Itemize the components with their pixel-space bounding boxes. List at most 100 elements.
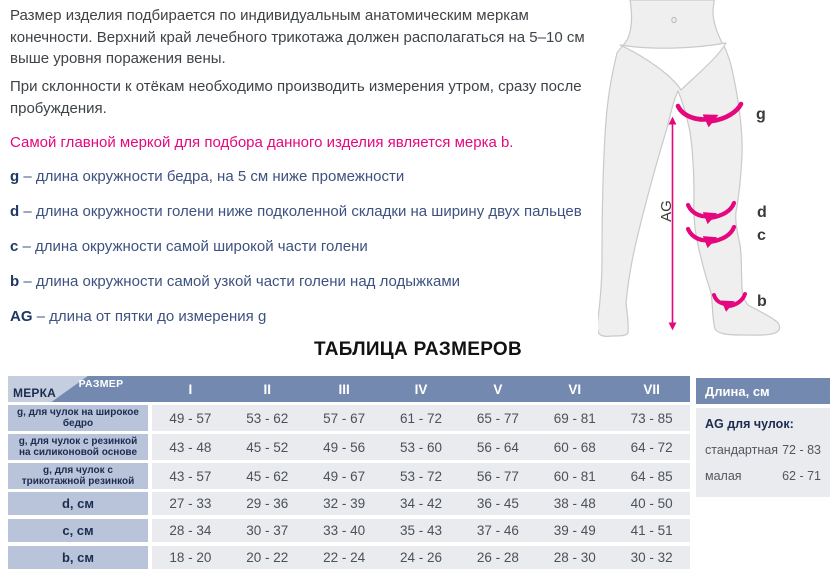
size-table-header: РАЗМЕР МЕРКА I II III IV V VI VII (8, 376, 690, 402)
table-cell: 53 - 72 (399, 468, 443, 484)
row-values: 43 - 57 45 - 62 49 - 67 53 - 72 56 - 77 … (152, 463, 690, 489)
table-row: g, для чулок с резинкой на силиконовой о… (8, 434, 690, 460)
table-cell: 26 - 28 (476, 550, 519, 565)
table-cell: 36 - 45 (476, 496, 519, 511)
navel-shape (671, 16, 677, 24)
intro-paragraph-2: При склонности к отёкам необходимо произ… (10, 78, 582, 117)
length-panel-header: Длина, см (696, 378, 830, 404)
definition-b-text: – длина окружности самой узкой части гол… (23, 273, 461, 290)
table-cell: 61 - 72 (399, 410, 443, 426)
table-row: c, см 28 - 34 30 - 37 33 - 40 35 - 43 37… (8, 519, 690, 542)
table-cell: 41 - 51 (630, 523, 673, 538)
row-values: 18 - 20 20 - 22 22 - 24 24 - 26 26 - 28 … (152, 546, 690, 569)
table-cell: 49 - 57 (169, 410, 212, 426)
definition-g-text: – длина окружности бедра, на 5 см ниже п… (23, 168, 405, 185)
table-cell: 37 - 46 (476, 523, 519, 538)
table-cell: 20 - 22 (246, 550, 289, 565)
row-values: 27 - 33 29 - 36 32 - 39 34 - 42 36 - 45 … (152, 492, 690, 515)
length-name: стандартная (705, 443, 778, 457)
table-cell: 24 - 26 (399, 550, 443, 565)
table-cell: 39 - 49 (553, 523, 596, 538)
column-header: VI (568, 381, 582, 397)
length-panel: AG для чулок: стандартная 72 - 83 малая … (696, 408, 830, 497)
definition-b: b – длина окружности самой узкой части г… (10, 273, 690, 290)
column-header: III (338, 381, 350, 397)
column-header: IV (414, 381, 428, 397)
table-cell: 56 - 77 (476, 468, 519, 484)
d-label: d (757, 204, 767, 221)
length-panel-subtitle: AG для чулок: (705, 417, 794, 431)
size-table-title: ТАБЛИЦА РАЗМЕРОВ (313, 339, 523, 360)
table-cell: 28 - 34 (169, 523, 212, 538)
row-label: d, см (8, 492, 148, 515)
length-value: 62 - 71 (782, 469, 821, 483)
length-row-standard: стандартная 72 - 83 (705, 443, 821, 457)
table-cell: 49 - 56 (323, 439, 366, 455)
column-header: II (263, 381, 272, 397)
table-cell: 60 - 68 (553, 439, 596, 455)
table-cell: 35 - 43 (399, 523, 443, 538)
table-row: g, для чулок на широкое бедро 49 - 57 53… (8, 405, 690, 431)
column-header: I (188, 381, 193, 397)
table-row: d, см 27 - 33 29 - 36 32 - 39 34 - 42 36… (8, 492, 690, 515)
table-cell: 40 - 50 (630, 496, 673, 511)
row-values: 28 - 34 30 - 37 33 - 40 35 - 43 37 - 46 … (152, 519, 690, 542)
definition-ag: AG – длина от пятки до измерения g (10, 308, 690, 325)
table-row: g, для чулок с трикотажной резинкой 43 -… (8, 463, 690, 489)
column-header: V (493, 381, 503, 397)
table-cell: 64 - 85 (630, 468, 673, 484)
g-arrow (675, 101, 744, 128)
row-label: g, для чулок на широкое бедро (8, 405, 148, 431)
table-cell: 43 - 57 (169, 468, 212, 484)
table-cell: 33 - 40 (323, 523, 366, 538)
table-cell: 30 - 37 (246, 523, 289, 538)
b-label: b (757, 293, 767, 310)
row-values: 43 - 48 45 - 52 49 - 56 53 - 60 56 - 64 … (152, 434, 690, 460)
table-cell: 53 - 62 (246, 410, 289, 426)
table-row: b, см 18 - 20 20 - 22 22 - 24 24 - 26 26… (8, 546, 690, 569)
table-cell: 49 - 67 (323, 468, 366, 484)
c-arrow (685, 224, 737, 249)
row-label: c, см (8, 519, 148, 542)
table-cell: 18 - 20 (169, 550, 212, 565)
body-silhouette-shape (598, 0, 781, 337)
c-label: c (757, 227, 766, 244)
table-cell: 64 - 72 (630, 439, 673, 455)
table-cell: 45 - 52 (246, 439, 289, 455)
table-cell: 30 - 32 (630, 550, 673, 565)
definition-d-term: d (10, 203, 20, 220)
row-label: g, для чулок с трикотажной резинкой (8, 463, 148, 489)
column-header: VII (643, 381, 660, 397)
size-table-corner-cell: РАЗМЕР МЕРКА (8, 376, 148, 402)
intro-paragraph-1: Размер изделия подбирается по индивидуал… (10, 7, 585, 67)
definition-c-term: c (10, 238, 19, 255)
table-cell: 29 - 36 (246, 496, 289, 511)
table-cell: 22 - 24 (323, 550, 366, 565)
size-column-headers: I II III IV V VI VII (152, 376, 690, 402)
table-cell: 57 - 67 (323, 410, 366, 426)
row-label: b, см (8, 546, 148, 569)
definition-g-term: g (10, 168, 20, 185)
table-cell: 73 - 85 (630, 410, 673, 426)
table-cell: 45 - 62 (246, 468, 289, 484)
row-label: g, для чулок с резинкой на силиконовой о… (8, 434, 148, 460)
d-arrow (685, 200, 737, 225)
length-row-small: малая 62 - 71 (705, 469, 821, 483)
ag-label: AG (658, 200, 675, 222)
table-cell: 32 - 39 (323, 496, 366, 511)
length-name: малая (705, 469, 742, 483)
b-arrow (712, 292, 747, 312)
definition-b-term: b (10, 273, 20, 290)
definition-c-text: – длина окружности самой широкой части г… (22, 238, 368, 255)
definition-ag-term: AG (10, 308, 33, 325)
length-value: 72 - 83 (782, 443, 821, 457)
table-cell: 53 - 60 (399, 439, 443, 455)
table-cell: 60 - 81 (553, 468, 596, 484)
definition-d: d – длина окружности голени ниже подколе… (10, 203, 690, 220)
table-cell: 38 - 48 (553, 496, 596, 511)
corner-label-measure: МЕРКА (13, 386, 56, 400)
definition-c: c – длина окружности самой широкой части… (10, 238, 690, 255)
definition-d-text: – длина окружности голени ниже подколенн… (23, 203, 582, 220)
definition-g: g – длина окружности бедра, на 5 см ниже… (10, 168, 690, 185)
table-cell: 34 - 42 (399, 496, 443, 511)
